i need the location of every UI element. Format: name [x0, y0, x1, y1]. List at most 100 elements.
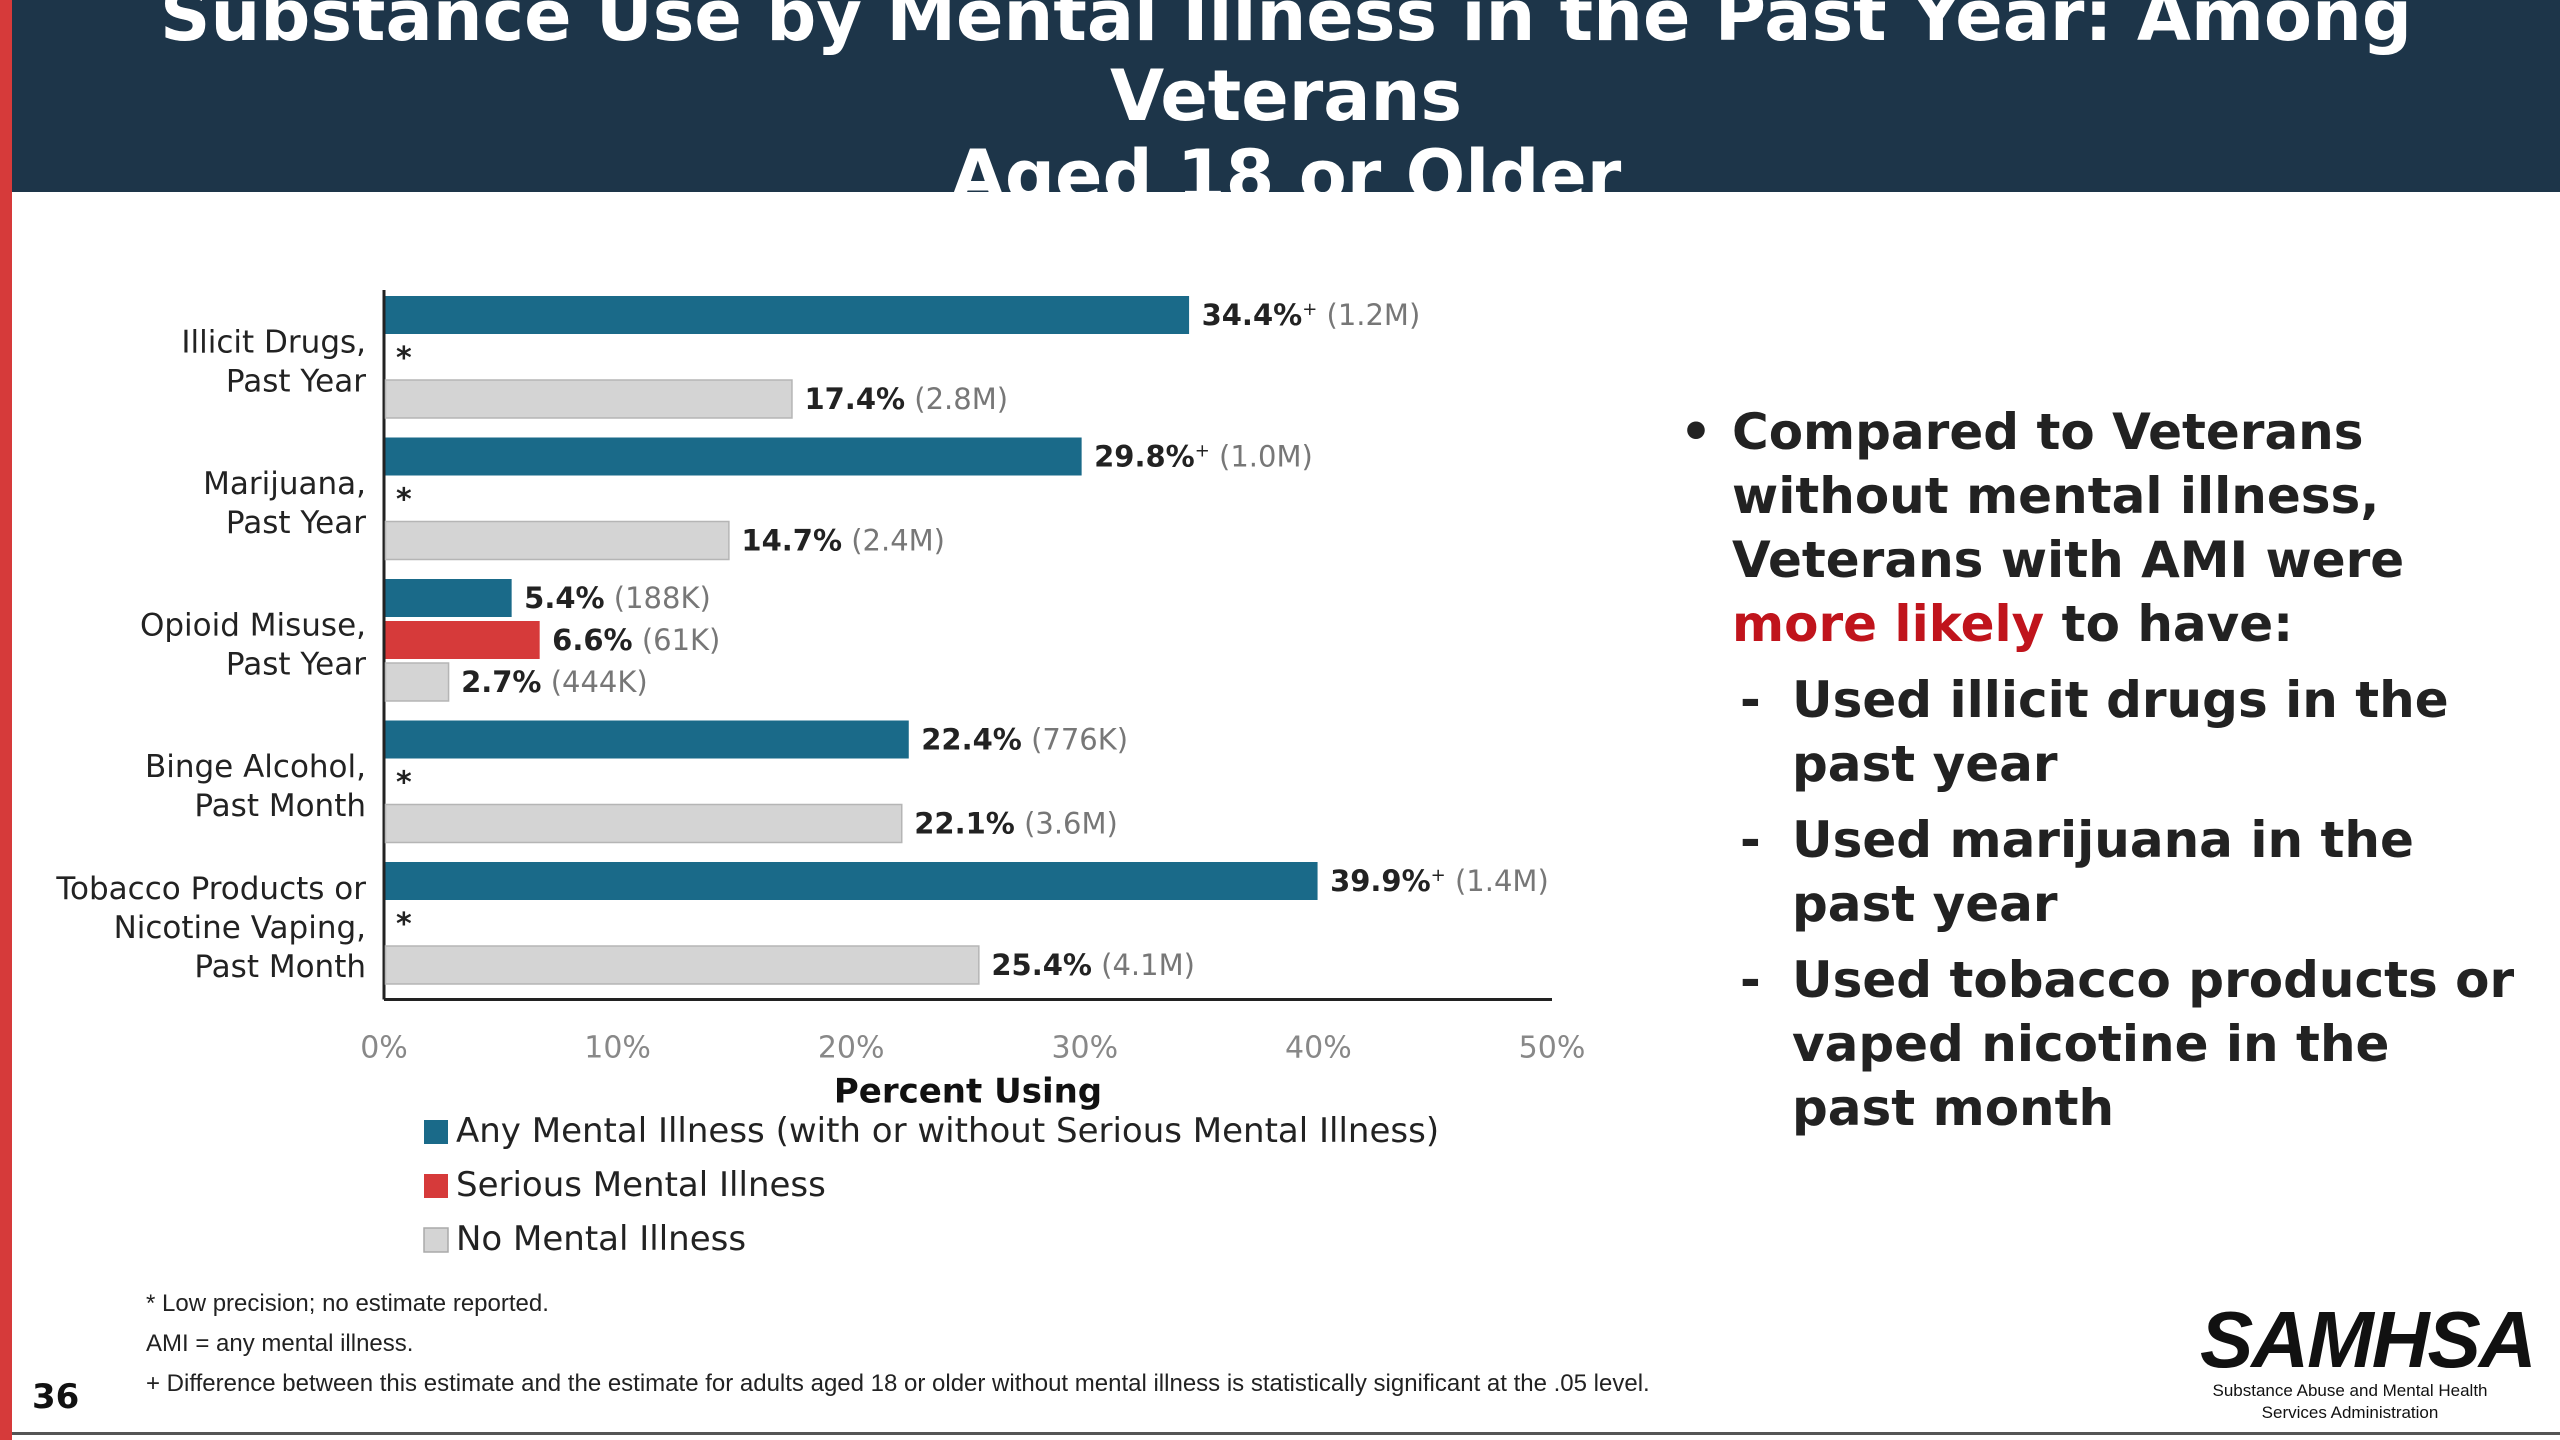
x-tick-label: 30%	[1051, 1031, 1118, 1066]
category-label: Past Year	[226, 505, 366, 541]
significance-mark: +	[1302, 299, 1317, 320]
logo-wordmark: SAMHSA	[2200, 1295, 2537, 1384]
category-label: Past Month	[194, 788, 366, 824]
x-tick-label: 0%	[360, 1031, 408, 1066]
legend-label: Serious Mental Illness	[456, 1165, 826, 1205]
bar	[385, 296, 1190, 334]
data-label: 34.4%+ (1.2M)	[1202, 298, 1421, 332]
finding-item-illicit-drugs: - Used illicit drugs in the past year	[1740, 671, 2449, 793]
x-tick-label: 50%	[1519, 1031, 1586, 1066]
page-number: 36	[32, 1377, 80, 1417]
data-label-percent: 22.1%	[914, 807, 1015, 841]
data-label-count: (2.8M)	[905, 382, 1008, 416]
data-label: 22.1% (3.6M)	[914, 807, 1118, 841]
data-label-percent: 39.9%	[1330, 864, 1431, 898]
bar	[385, 437, 1082, 476]
bar	[384, 803, 903, 844]
bullet-dot: •	[1680, 403, 1712, 461]
page-title-line-1: Substance Use by Mental Illness in the P…	[160, 0, 2412, 137]
bar	[384, 379, 793, 419]
finding-item-tobacco: - Used tobacco products or vaped nicotin…	[1740, 951, 2515, 1137]
bar	[385, 579, 512, 617]
data-label-percent: 14.7%	[741, 524, 842, 558]
data-label-percent: 2.7%	[461, 665, 541, 699]
data-label: 25.4% (4.1M)	[991, 948, 1195, 982]
data-label-count: (188K)	[605, 581, 711, 615]
footnote-low-precision: * Low precision; no estimate reported.	[146, 1290, 549, 1317]
x-tick-label: 20%	[818, 1031, 885, 1066]
low-precision-mark: *	[396, 341, 412, 376]
finding-item-text: Used marijuana in the past year	[1792, 811, 2414, 933]
low-precision-mark: *	[396, 907, 412, 942]
bar	[384, 520, 730, 561]
data-label-percent: 6.6%	[552, 623, 632, 657]
data-label: 6.6% (61K)	[552, 623, 720, 657]
category-label: Nicotine Vaping,	[114, 910, 366, 946]
category-label: Illicit Drugs,	[181, 324, 366, 360]
x-tick-label: 40%	[1285, 1031, 1352, 1066]
significance-mark: +	[1431, 865, 1446, 886]
finding-item-text: Used tobacco products or vaped nicotine …	[1792, 951, 2515, 1137]
data-label-percent: 25.4%	[991, 948, 1092, 982]
category-label: Past Month	[194, 949, 366, 985]
legend-swatch	[423, 1227, 449, 1253]
finding-item-marijuana: - Used marijuana in the past year	[1740, 811, 2414, 933]
bar-chart: 0% 10% 20% 30% 40% 50% Percent Using Illicit Dr…	[55, 290, 1586, 1259]
category-label: Binge Alcohol,	[145, 749, 366, 785]
data-label-count: (776K)	[1022, 723, 1128, 757]
data-label: 22.4% (776K)	[921, 723, 1128, 757]
data-label-percent: 5.4%	[524, 581, 604, 615]
legend-label: No Mental Illness	[456, 1219, 746, 1259]
data-label-percent: 22.4%	[921, 723, 1022, 757]
data-label-count: (61K)	[633, 623, 721, 657]
logo-subtitle-1: Substance Abuse and Mental Health	[2212, 1381, 2488, 1400]
data-label: 17.4% (2.8M)	[804, 382, 1008, 416]
findings-intro: • Compared to Veterans without mental il…	[1680, 400, 2520, 656]
legend-swatch	[424, 1120, 448, 1144]
legend-label: Any Mental Illness (with or without Seri…	[456, 1111, 1439, 1151]
data-label: 29.8%+ (1.0M)	[1094, 440, 1313, 474]
samhsa-logo: SAMHSA Substance Abuse and Mental Health…	[2200, 1295, 2537, 1424]
bottom-rule	[12, 1432, 2560, 1435]
findings-intro-highlight: more likely	[1732, 595, 2045, 653]
page-title-line-2: Aged 18 or Older	[950, 135, 1622, 217]
bar	[384, 945, 980, 985]
finding-item-text: Used illicit drugs in the past year	[1792, 671, 2449, 793]
data-label: 2.7% (444K)	[461, 665, 648, 699]
footnote-ami: AMI = any mental illness.	[146, 1330, 414, 1357]
data-label-count: (3.6M)	[1015, 807, 1118, 841]
data-label-count: (1.4M)	[1446, 864, 1549, 898]
category-label: Marijuana,	[203, 466, 366, 502]
low-precision-mark: *	[396, 766, 412, 801]
x-tick-label: 10%	[584, 1031, 651, 1066]
data-label-percent: 29.8%	[1094, 440, 1195, 474]
data-label: 39.9%+ (1.4M)	[1330, 864, 1549, 898]
title-banner: Substance Use by Mental Illness in the P…	[12, 0, 2560, 216]
bar	[385, 862, 1318, 900]
significance-mark: +	[1195, 441, 1210, 462]
category-label: Past Year	[226, 363, 366, 399]
findings-intro-post: to have:	[2044, 595, 2294, 653]
footnote-significance: + Difference between this estimate and t…	[146, 1370, 1650, 1397]
bar	[385, 720, 909, 759]
legend-swatch	[424, 1174, 448, 1198]
data-label-percent: 34.4%	[1202, 298, 1303, 332]
x-axis-title: Percent Using	[834, 1072, 1102, 1112]
category-label: Opioid Misuse,	[140, 607, 366, 643]
bar	[384, 662, 450, 702]
findings-intro-pre: Compared to Veterans without mental illn…	[1732, 403, 2405, 589]
logo-subtitle-2: Services Administration	[2261, 1403, 2439, 1422]
data-label: 14.7% (2.4M)	[741, 524, 945, 558]
data-label: 5.4% (188K)	[524, 581, 711, 615]
bar	[385, 621, 540, 659]
low-precision-mark: *	[396, 483, 412, 518]
findings-bullets: • Compared to Veterans without mental il…	[1680, 400, 2520, 1140]
data-label-count: (1.2M)	[1317, 298, 1420, 332]
data-label-count: (2.4M)	[842, 524, 945, 558]
category-label: Past Year	[226, 646, 366, 682]
data-label-count: (4.1M)	[1092, 948, 1195, 982]
data-label-count: (444K)	[542, 665, 648, 699]
left-accent-stripe	[0, 0, 12, 1440]
data-label-percent: 17.4%	[804, 382, 905, 416]
data-label-count: (1.0M)	[1210, 440, 1313, 474]
